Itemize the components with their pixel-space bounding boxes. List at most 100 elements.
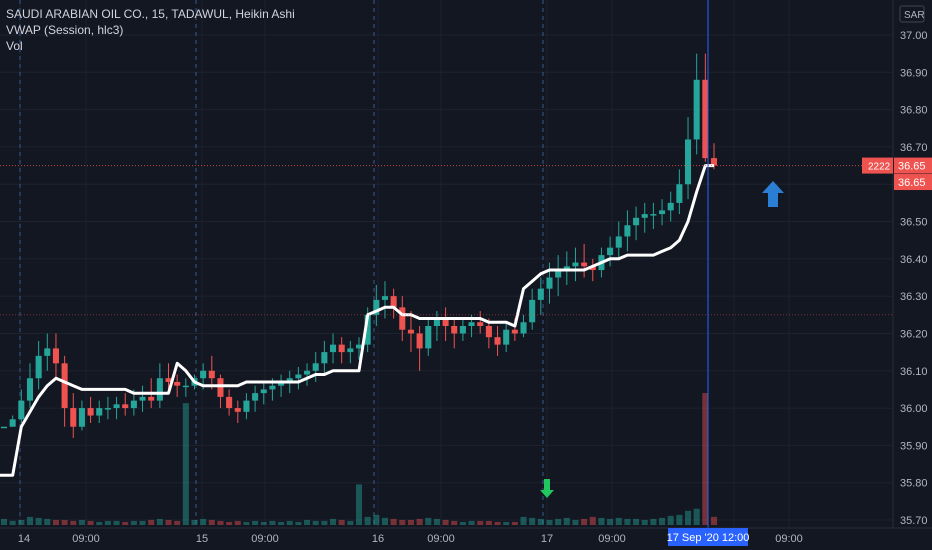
volume-bar xyxy=(0,518,8,525)
y-tick-label: 35.70 xyxy=(900,515,928,527)
volume-bar xyxy=(243,521,250,525)
candle-body xyxy=(520,322,527,334)
candle-body xyxy=(329,344,337,353)
candle-body xyxy=(165,378,172,382)
price-tag xyxy=(894,157,932,174)
candle-body xyxy=(260,389,267,394)
volume-bar xyxy=(260,521,267,525)
volume-bar xyxy=(226,521,233,525)
candle-body xyxy=(139,396,146,401)
candle-body xyxy=(676,184,683,203)
candle-body xyxy=(278,381,285,386)
candle-body xyxy=(589,266,596,271)
candle-body xyxy=(44,348,51,356)
candle-body xyxy=(407,329,414,334)
volume-bar xyxy=(338,519,345,525)
candle-body xyxy=(295,374,302,379)
candle-body xyxy=(0,426,8,429)
volume-bar xyxy=(61,519,68,525)
volume-bar xyxy=(304,519,311,525)
price-tag-text: 36.65 xyxy=(898,161,926,173)
y-tick-label: 36.70 xyxy=(900,142,928,154)
candle-body xyxy=(390,296,397,308)
volume-bar xyxy=(572,519,579,525)
legend-volume[interactable]: Vol xyxy=(6,39,23,53)
price-axis-bg xyxy=(893,0,932,550)
volume-bar xyxy=(399,519,406,525)
x-tick-label: 09:00 xyxy=(598,533,626,545)
candle-body xyxy=(581,262,588,267)
candle-body xyxy=(78,408,85,427)
volume-bar xyxy=(451,520,458,525)
chart-legend: SAUDI ARABIAN OIL CO., 15, TADAWUL, Heik… xyxy=(6,6,295,54)
y-tick-label: 36.80 xyxy=(900,105,928,117)
volume-bar xyxy=(607,518,614,525)
candle-body xyxy=(252,393,259,401)
volume-bar xyxy=(286,520,293,525)
legend-vwap[interactable]: VWAP (Session, hlc3) xyxy=(6,23,124,37)
volume-bar xyxy=(174,520,181,525)
candle-body xyxy=(130,400,137,409)
volume-bar xyxy=(537,518,544,525)
volume-bar xyxy=(459,521,466,525)
volume-bar xyxy=(191,519,198,525)
candle-body xyxy=(633,217,640,226)
candle-body xyxy=(148,396,155,401)
candle-body xyxy=(667,202,674,211)
candle-body xyxy=(70,408,77,427)
volume-bar xyxy=(96,521,103,525)
candle-body xyxy=(433,318,440,326)
candle-body xyxy=(338,344,345,353)
volume-bar xyxy=(563,517,570,525)
volume-bar xyxy=(312,520,319,525)
candle-body xyxy=(122,404,129,409)
vwap-tag-text: 36.65 xyxy=(898,177,926,189)
volume-bar xyxy=(200,518,207,525)
volume-bar xyxy=(44,518,51,525)
candle-body xyxy=(87,408,94,416)
y-tick-label: 36.50 xyxy=(900,217,928,229)
candle-body xyxy=(659,210,666,215)
volume-bar xyxy=(615,517,622,525)
candle-body xyxy=(269,385,276,390)
x-tick-label: 09:00 xyxy=(775,533,803,545)
volume-bar xyxy=(18,519,25,525)
candle-body xyxy=(208,370,215,379)
candle-body xyxy=(485,326,492,338)
volume-bar xyxy=(494,521,501,525)
candle-body xyxy=(234,408,241,412)
price-tags: 2222 36.65 36.65 xyxy=(862,157,932,191)
candle-body xyxy=(555,270,562,278)
volume-bar xyxy=(9,520,16,525)
y-tick-label: 36.30 xyxy=(900,291,928,303)
candle-body xyxy=(113,404,120,409)
volume-bar xyxy=(511,521,518,525)
candle-body xyxy=(96,408,103,416)
volume-bar xyxy=(641,519,648,525)
volume-bar xyxy=(416,518,423,525)
candle-body xyxy=(174,381,181,386)
volume-bar xyxy=(139,520,146,525)
volume-bar xyxy=(624,518,631,525)
volume-bar xyxy=(485,520,492,525)
y-tick-label: 35.90 xyxy=(900,440,928,452)
y-tick-label: 36.10 xyxy=(900,366,928,378)
candle-body xyxy=(217,378,224,397)
volume-bar xyxy=(702,393,709,525)
volume-bar xyxy=(278,521,285,525)
volume-bar xyxy=(113,520,120,525)
volume-bar xyxy=(208,519,215,525)
x-tick-label: 14 xyxy=(18,533,30,545)
volume-bar xyxy=(433,518,440,525)
candle-body xyxy=(355,344,363,349)
candle-body xyxy=(624,225,631,237)
legend-symbol[interactable]: SAUDI ARABIAN OIL CO., 15, TADAWUL, Heik… xyxy=(6,7,295,21)
volume-bar xyxy=(520,516,527,525)
volume-bar xyxy=(87,520,94,525)
volume-bar xyxy=(581,518,588,525)
x-tick-label: 16 xyxy=(372,533,384,545)
volume-bar xyxy=(667,515,674,525)
volume-bar xyxy=(477,520,484,525)
